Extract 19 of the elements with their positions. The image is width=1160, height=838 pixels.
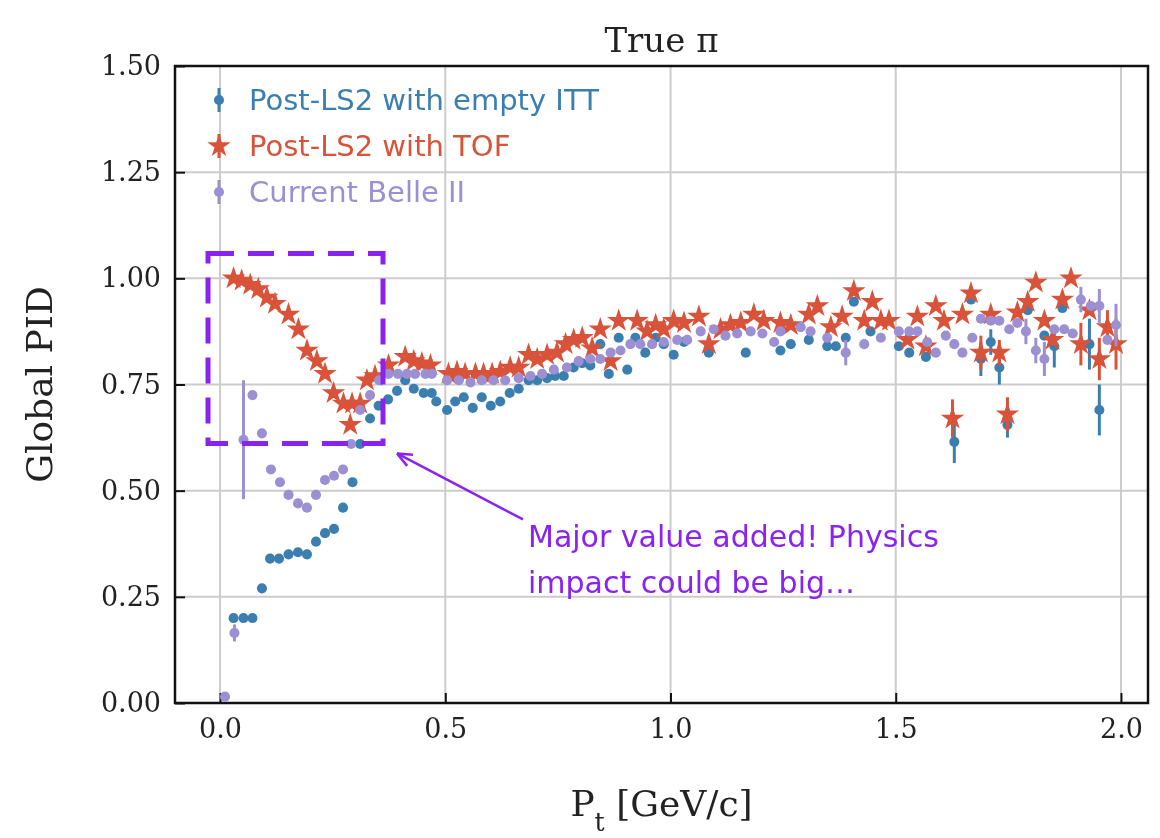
legend-label: Current Belle II	[249, 175, 466, 209]
x-tick-label: 0.0	[199, 713, 243, 745]
legend-label: Post-LS2 with empty ITT	[249, 83, 600, 117]
chart-title: True π	[604, 20, 719, 60]
y-tick-label: 1.00	[100, 262, 161, 294]
legend-label: Post-LS2 with TOF	[249, 129, 511, 163]
y-tick-label: 0.75	[100, 368, 161, 400]
annotation: Major value added! Physics impact could be big…	[528, 519, 939, 601]
x-tick-label: 2.0	[1100, 713, 1143, 745]
y-tick-label: 0.50	[100, 474, 161, 506]
y-tick-label: 1.50	[100, 50, 161, 82]
x-tick-label: 0.5	[424, 713, 468, 745]
y-axis-title: Global PID	[19, 286, 60, 483]
y-tick-label: 0.00	[100, 687, 161, 719]
x-tick-label: 1.0	[649, 713, 693, 745]
x-axis-title: P$_{t}$ [GeV/c]	[570, 783, 753, 837]
x-tick-label: 1.5	[874, 713, 918, 745]
y-tick-label: 0.25	[100, 580, 161, 612]
y-tick-label: 1.25	[100, 156, 161, 188]
